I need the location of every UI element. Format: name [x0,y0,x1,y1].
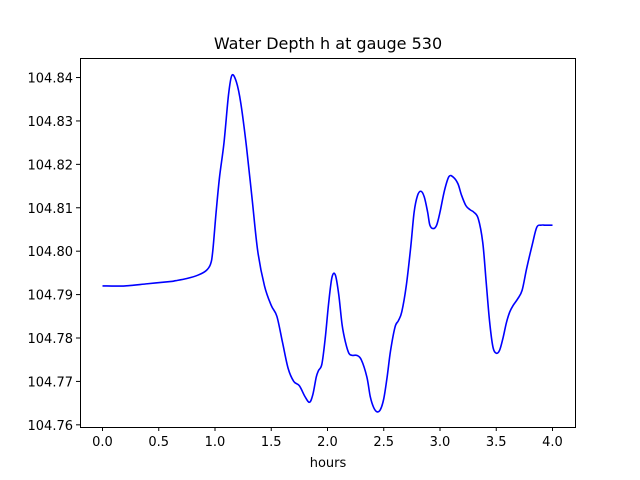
x-tick-label: 2.0 [317,435,338,450]
x-tick-label: 1.0 [205,435,226,450]
x-tick-label: 4.0 [542,435,563,450]
x-axis-label: hours [310,456,347,471]
x-tick-label: 3.0 [430,435,451,450]
y-axis-ticks: 104.76 104.77 104.78 104.79 104.80 104.81 104.… [28,72,80,434]
x-tick-label: 0.0 [92,435,113,450]
x-tick-label: 0.5 [148,435,169,450]
y-tick-label: 104.84 [28,72,74,87]
series-line-0 [102,74,553,413]
series-layer [102,74,553,413]
y-tick-label: 104.82 [28,158,74,173]
plot-frame [80,58,576,428]
chart-title: Water Depth h at gauge 530 [214,34,442,53]
y-tick-label: 104.80 [28,245,74,260]
y-tick-label: 104.83 [28,115,74,130]
y-tick-label: 104.81 [28,202,74,217]
y-tick-label: 104.79 [28,289,74,304]
x-tick-label: 3.5 [486,435,507,450]
x-tick-label: 1.5 [261,435,282,450]
y-tick-label: 104.76 [28,419,74,434]
y-tick-label: 104.77 [28,375,74,390]
x-axis-ticks: 0.0 0.5 1.0 1.5 2.0 2.5 3.0 3.5 4.0 [92,427,563,450]
x-tick-label: 2.5 [373,435,394,450]
y-tick-label: 104.78 [28,332,74,347]
